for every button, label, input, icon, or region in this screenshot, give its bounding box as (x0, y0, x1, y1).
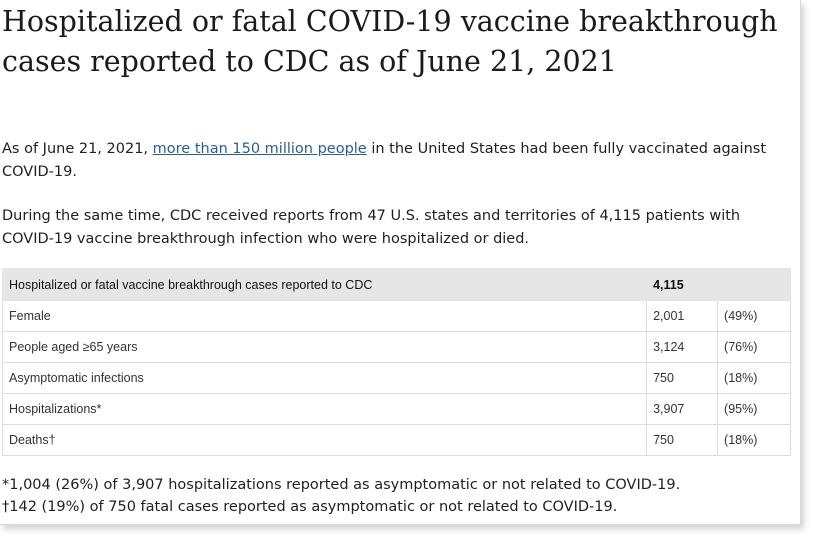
row-value: 2,001 (646, 300, 719, 332)
intro-paragraph: As of June 21, 2021, more than 150 milli… (2, 138, 792, 184)
article-card: Hospitalized or fatal COVID-19 vaccine b… (0, 0, 801, 525)
footnote-hospitalizations: *1,004 (26%) of 3,907 hospitalizations r… (2, 477, 681, 493)
table-row: Female 2,001 (49%) (1, 300, 791, 332)
table-row: Asymptomatic infections 750 (18%) (1, 362, 791, 394)
row-label: People aged ≥65 years (1, 331, 648, 363)
row-percent: (18%) (717, 424, 791, 456)
table-header-row: Hospitalized or fatal vaccine breakthrou… (1, 268, 791, 301)
footnote-deaths: †142 (19%) of 750 fatal cases reported a… (2, 499, 618, 515)
row-label: Female (1, 300, 648, 332)
intro-text-after: in the United States had been fully vacc… (2, 141, 767, 180)
table-header-value: 4,115 (646, 268, 719, 301)
intro-text-before: As of June 21, 2021, (2, 141, 153, 157)
row-value: 750 (646, 362, 719, 394)
row-value: 3,907 (646, 393, 719, 425)
row-label: Hospitalizations* (1, 393, 648, 425)
table-header-label: Hospitalized or fatal vaccine breakthrou… (1, 268, 648, 301)
table-row: Deaths† 750 (18%) (1, 424, 791, 456)
row-percent: (95%) (717, 393, 791, 425)
article-content: Hospitalized or fatal COVID-19 vaccine b… (1, 0, 792, 515)
row-value: 3,124 (646, 331, 719, 363)
row-percent: (76%) (717, 331, 791, 363)
row-value: 750 (646, 424, 719, 456)
page-title: Hospitalized or fatal COVID-19 vaccine b… (2, 5, 778, 78)
row-percent: (18%) (717, 362, 791, 394)
vaccinated-count-link[interactable]: more than 150 million people (152, 141, 367, 157)
breakthrough-cases-table: Hospitalized or fatal vaccine breakthrou… (1, 268, 791, 456)
table-header-pct (717, 268, 791, 301)
table-row: People aged ≥65 years 3,124 (76%) (1, 331, 791, 363)
row-label: Asymptomatic infections (1, 362, 648, 394)
table-row: Hospitalizations* 3,907 (95%) (1, 393, 791, 425)
reports-paragraph: During the same time, CDC received repor… (2, 208, 741, 247)
row-label: Deaths† (1, 424, 648, 456)
row-percent: (49%) (717, 300, 791, 332)
